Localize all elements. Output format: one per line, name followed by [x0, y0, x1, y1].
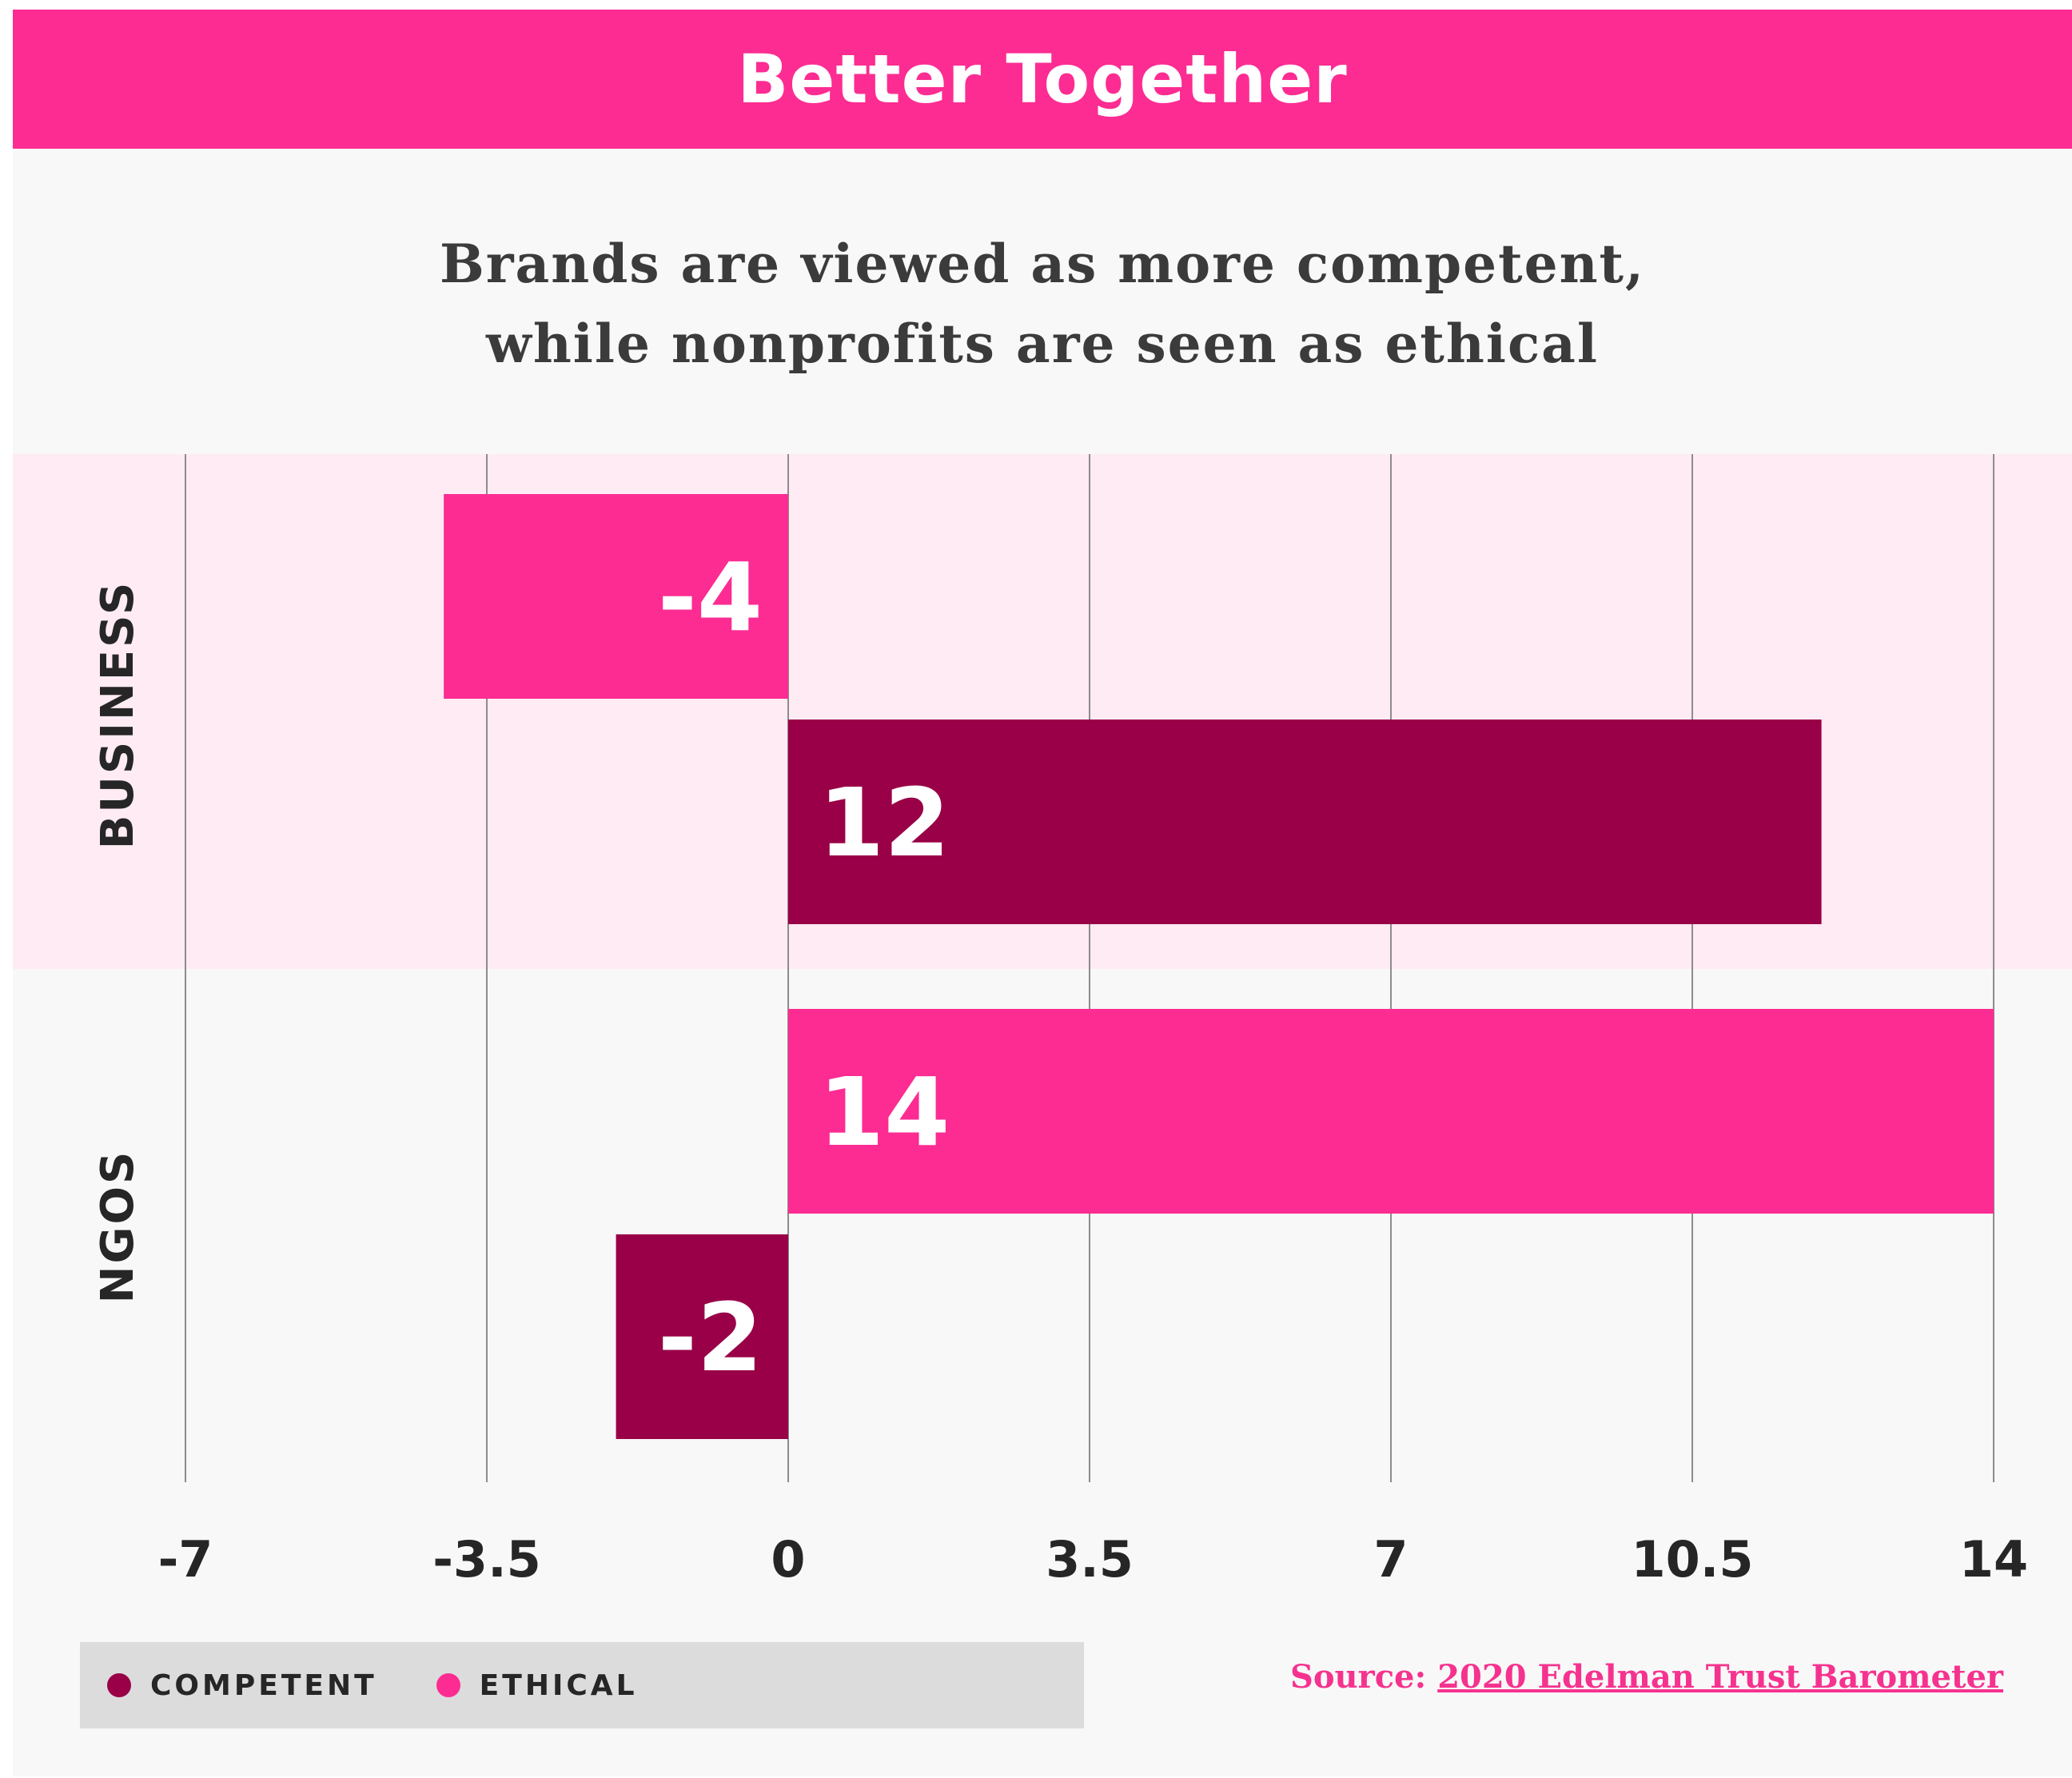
legend-label-competent: COMPETENT: [150, 1669, 377, 1702]
x-axis-tick-labels: -7 -3.5 0 3.5 7 10.5 14: [158, 1530, 2029, 1589]
tick-label-6: 14: [1959, 1530, 2028, 1589]
tick-label-2: 0: [771, 1530, 805, 1589]
infographic-frame: Better Together Brands are viewed as mor…: [13, 10, 2072, 1776]
legend: COMPETENT ETHICAL: [80, 1642, 1084, 1728]
source-prefix: Source:: [1290, 1658, 1426, 1696]
legend-label-ethical: ETHICAL: [480, 1669, 638, 1702]
bar-label-business-competent: 12: [819, 767, 950, 878]
bar-ngos-ethical: [788, 1009, 1994, 1214]
legend-dot-competent: [107, 1673, 131, 1697]
tick-label-3: 3.5: [1046, 1530, 1134, 1589]
category-label-ngos: NGOS: [92, 1150, 144, 1304]
source-link[interactable]: 2020 Edelman Trust Barometer: [1437, 1658, 2003, 1696]
tick-label-4: 7: [1373, 1530, 1408, 1589]
legend-dot-ethical: [436, 1673, 460, 1697]
legend-item-ethical: ETHICAL: [436, 1669, 638, 1702]
tick-label-1: -3.5: [432, 1530, 541, 1589]
source-note: Source: 2020 Edelman Trust Barometer: [1290, 1658, 2003, 1696]
category-label-business: BUSINESS: [92, 580, 144, 850]
legend-item-competent: COMPETENT: [107, 1669, 377, 1702]
bar-chart: -4 12 14 -2 BUSINESS NGOS -7 -3.5 0 3.5 7 10.5 14: [13, 10, 2072, 1609]
tick-label-0: -7: [158, 1530, 213, 1589]
bar-label-ngos-ethical: 14: [819, 1057, 950, 1167]
bar-label-ngos-competent: -2: [658, 1282, 763, 1393]
tick-label-5: 10.5: [1632, 1530, 1754, 1589]
bar-label-business-ethical: -4: [658, 542, 763, 652]
